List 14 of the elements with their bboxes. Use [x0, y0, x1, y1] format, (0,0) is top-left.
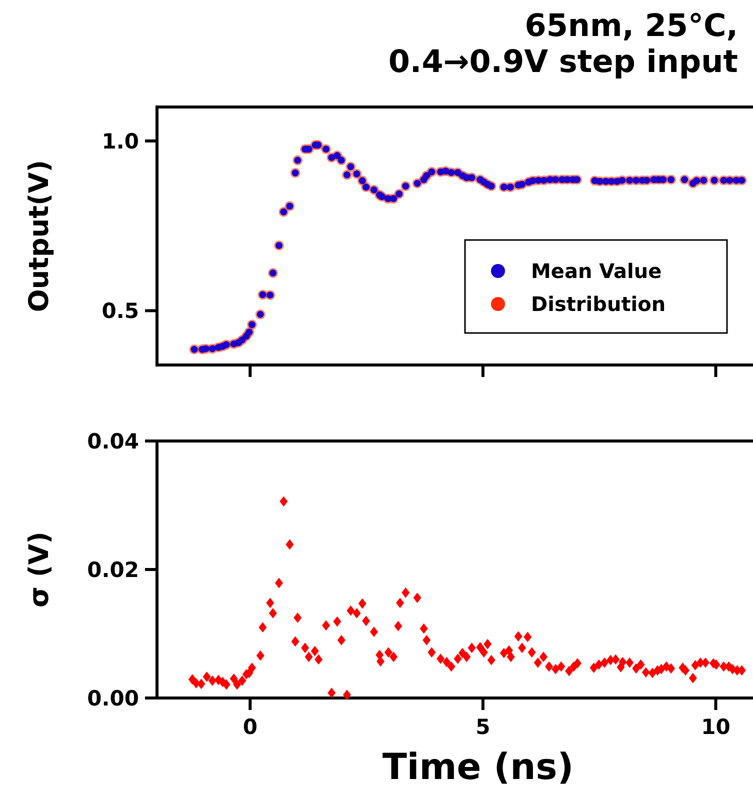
x-axis-title: Time (ns): [382, 747, 574, 788]
legend-label: Mean Value: [531, 259, 662, 283]
x-tick-label: 10: [701, 715, 730, 739]
y-tick-label: 1.0: [102, 129, 139, 154]
x-tick-label: 0: [242, 715, 258, 739]
legend-label: Distribution: [531, 292, 666, 316]
y-axis-title: Output(V): [24, 160, 55, 312]
y-tick-label: 0.02: [87, 558, 139, 582]
y-tick-label: 0.5: [102, 299, 139, 324]
y-tick-label: 0.00: [87, 686, 139, 710]
chart-title: 65nm, 25°C, 0.4→0.9V step input: [388, 8, 738, 80]
y-axis-title: σ (V): [24, 531, 55, 608]
x-tick-label: 5: [476, 715, 490, 739]
y-tick-label: 0.04: [87, 429, 139, 454]
